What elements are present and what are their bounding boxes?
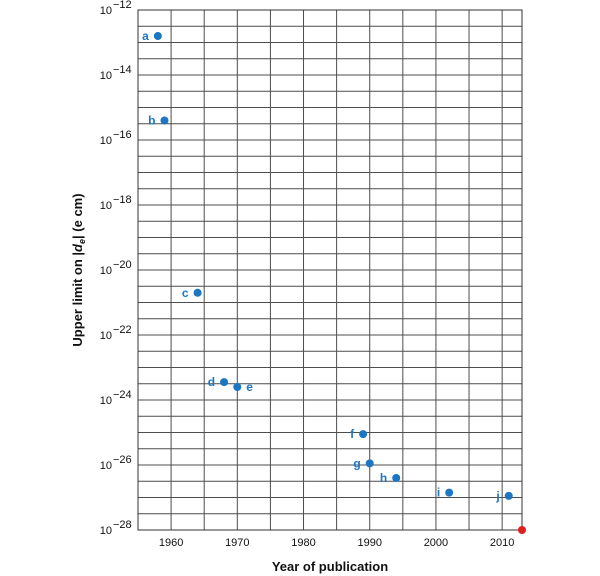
data-point-i — [445, 488, 454, 497]
grid — [137, 9, 522, 531]
data-point-d — [220, 378, 229, 387]
y-tick-exponent: −16 — [113, 129, 132, 141]
y-tick-exponent: −22 — [113, 324, 132, 336]
data-point-a — [153, 32, 162, 40]
point-label-d: d — [208, 375, 215, 389]
point-label-i: i — [437, 486, 440, 500]
x-tick-label: 1960 — [159, 537, 183, 549]
y-axis-title-subscript: e — [77, 239, 87, 244]
y-tick-label: 10 — [100, 395, 112, 407]
data-points: a b c d e f g h i j — [142, 29, 526, 534]
y-tick-label: 10 — [100, 330, 112, 342]
x-axis-title: Year of publication — [272, 559, 388, 574]
point-label-f: f — [350, 427, 355, 441]
data-point-e — [233, 383, 242, 391]
point-label-b: b — [148, 114, 155, 128]
y-axis-title-d: d — [70, 243, 85, 252]
x-tick-label: 2000 — [424, 537, 448, 549]
data-point-j — [504, 491, 513, 500]
y-tick-label: 10 — [100, 5, 112, 17]
data-point-b — [160, 116, 169, 125]
y-axis-ticks: 10−2810−2610−2410−2210−2010−1810−1610−14… — [100, 0, 132, 537]
x-axis-ticks: 1960 1970 1980 1990 2000 2010 — [159, 537, 515, 549]
y-tick-exponent: −18 — [113, 194, 132, 206]
y-tick-label: 10 — [100, 135, 112, 147]
y-tick-label: 10 — [100, 265, 112, 277]
point-label-j: j — [495, 489, 499, 503]
x-tick-label: 1990 — [357, 537, 381, 549]
data-point-latest — [518, 526, 526, 534]
y-tick-label: 10 — [100, 200, 112, 212]
y-tick-exponent: −12 — [113, 0, 132, 11]
data-point-g — [365, 459, 374, 468]
y-tick-label: 10 — [100, 460, 112, 472]
y-tick-exponent: −28 — [113, 519, 132, 531]
y-tick-exponent: −14 — [113, 64, 132, 76]
y-tick-label: 10 — [100, 70, 112, 82]
data-point-h — [392, 474, 401, 482]
data-point-c — [193, 288, 202, 297]
point-label-e: e — [246, 380, 253, 394]
plot-frame — [137, 9, 523, 531]
point-label-c: c — [182, 286, 189, 300]
y-axis-title-part-1: Upper limit on | — [70, 252, 85, 347]
y-tick-exponent: −26 — [113, 454, 132, 466]
point-label-a: a — [142, 29, 149, 43]
y-axis-title-part-2: | (e cm) — [70, 193, 85, 239]
y-tick-exponent: −20 — [113, 259, 132, 271]
data-point-f — [359, 430, 368, 439]
point-label-h: h — [380, 471, 387, 485]
x-tick-label: 2010 — [490, 537, 514, 549]
point-label-g: g — [353, 456, 360, 470]
x-tick-label: 1970 — [225, 537, 249, 549]
x-tick-label: 1980 — [291, 537, 315, 549]
y-axis-title: Upper limit on |de| (e cm) — [70, 193, 87, 346]
y-tick-label: 10 — [100, 525, 112, 537]
y-tick-exponent: −24 — [113, 389, 132, 401]
